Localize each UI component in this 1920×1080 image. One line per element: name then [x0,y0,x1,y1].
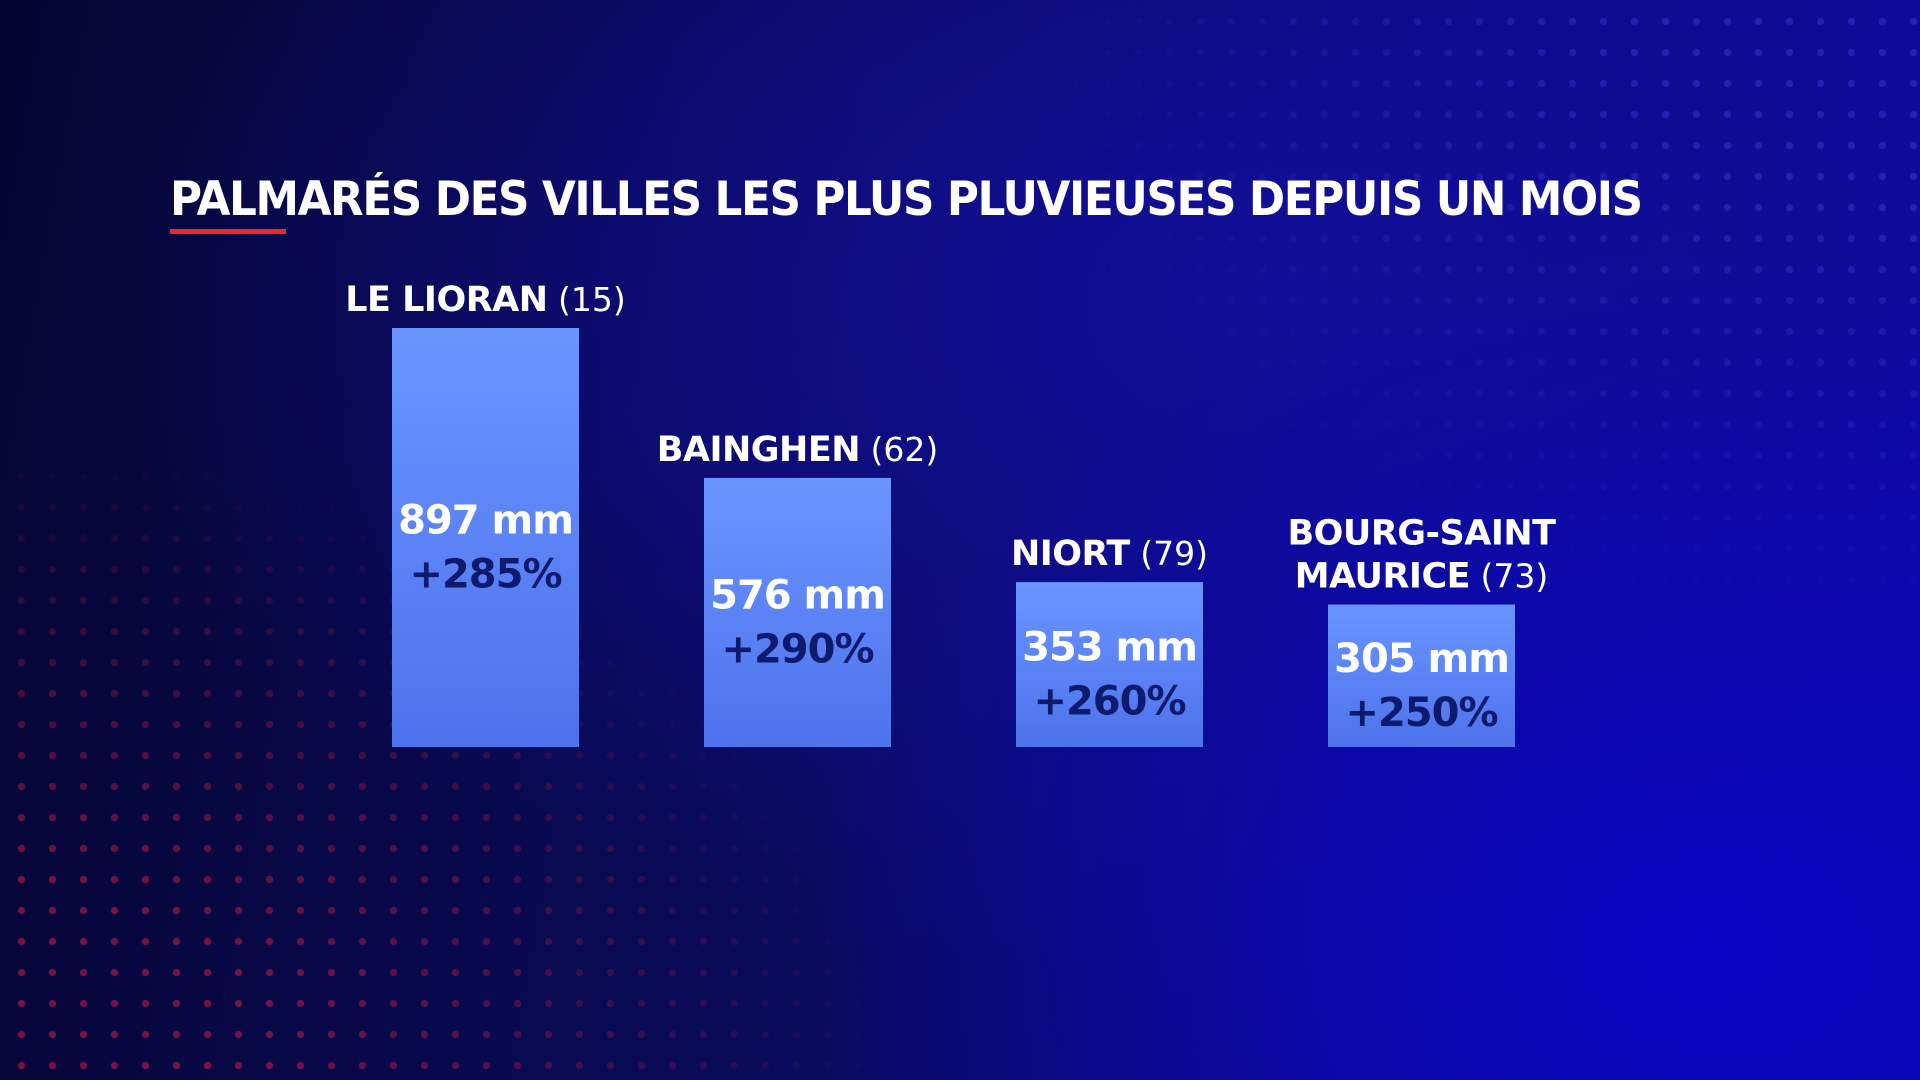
bar-category-label: MAURICE (73) [1295,557,1549,597]
bars-layer: LE LIORAN (15) 897 mm +285% BAINGHEN (62) 57… [345,280,1557,747]
bar-value-label: 305 mm [1334,636,1509,682]
chart-title: PALMARÉS DES VILLES LES PLUS PLUVIEUSES … [170,172,1643,227]
bar-change-label: +260% [1033,679,1185,725]
department-code: (73) [1470,557,1548,596]
category-name: NIORT [1011,534,1130,574]
bar-category-label: NIORT (79) [1011,534,1208,574]
bar-change-label: +290% [721,626,873,672]
category-name: LE LIORAN [345,280,547,320]
category-name: MAURICE [1295,557,1470,597]
bar [392,328,579,747]
department-code: (62) [860,430,938,469]
bar [1016,582,1203,747]
bar-category-label: BAINGHEN (62) [657,430,939,470]
bar-change-label: +250% [1345,690,1497,736]
bar-group: NIORT (79) 353 mm +260% [1011,534,1208,747]
bar-change-label: +285% [409,552,561,598]
bar-value-label: 897 mm [398,498,573,544]
bar [704,477,891,747]
bar-category-label: BOURG-SAINT [1287,514,1556,554]
bar-group: LE LIORAN (15) 897 mm +285% [345,280,626,747]
department-code: (79) [1130,534,1208,573]
department-code: (15) [548,280,626,319]
category-name: BAINGHEN [657,430,860,470]
category-name: BOURG-SAINT [1287,514,1556,554]
bar [1328,604,1515,747]
bar-value-label: 576 mm [710,572,885,618]
bar-group: BAINGHEN (62) 576 mm +290% [657,430,939,747]
title-underline-accent [170,229,286,234]
bar-value-label: 353 mm [1022,625,1197,671]
bar-category-label: LE LIORAN (15) [345,280,626,320]
